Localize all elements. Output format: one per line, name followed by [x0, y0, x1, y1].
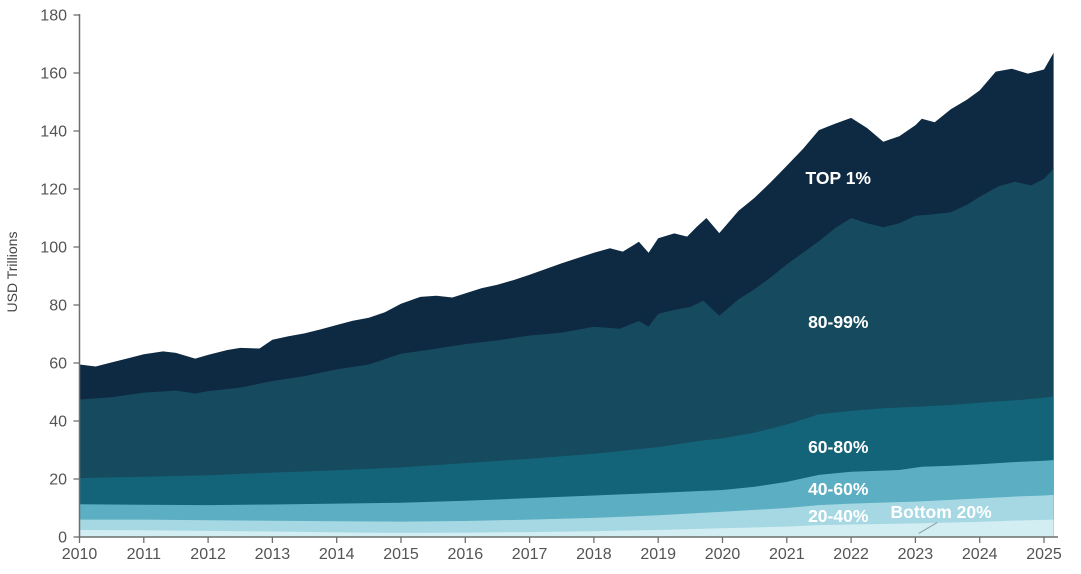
- x-tick-label: 2021: [769, 546, 805, 563]
- x-axis-tick-labels: 2010 2011 2012 2013 2014 2015 2016 2017 2018 2019…: [62, 546, 1062, 563]
- band-label-20-40: 20-40%: [808, 506, 869, 526]
- y-tick-label: 80: [49, 298, 67, 315]
- x-tick-label: 2013: [255, 546, 291, 563]
- band-label-40-60: 40-60%: [808, 479, 869, 499]
- y-tick-label: 160: [40, 66, 67, 83]
- x-tick-label: 2019: [640, 546, 676, 563]
- band-label-80-99: 80-99%: [808, 312, 869, 332]
- y-axis-tick-labels: 0 20 40 60 80 100 120 140 160 180: [40, 8, 67, 547]
- band-labels: TOP 1% 80-99% 60-80% 40-60% 20-40% Bottom 20%: [805, 168, 992, 526]
- y-tick-label: 120: [40, 182, 67, 199]
- area-bottom-20: [79, 519, 1054, 537]
- x-tick-label: 2018: [576, 546, 612, 563]
- band-label-bottom-20: Bottom 20%: [891, 502, 993, 522]
- x-tick-label: 2025: [1026, 546, 1062, 563]
- x-tick-label: 2024: [962, 546, 998, 563]
- bottom20-leader-line: [918, 521, 938, 535]
- x-tick-label: 2012: [190, 546, 226, 563]
- x-tick-label: 2011: [127, 546, 162, 563]
- y-axis-title: USD Trillions: [4, 232, 20, 313]
- y-tick-label: 60: [49, 356, 67, 373]
- x-tick-label: 2017: [512, 546, 548, 563]
- y-tick-label: 140: [40, 124, 67, 141]
- band-label-top-1: TOP 1%: [805, 168, 871, 188]
- leader-line: [918, 521, 938, 535]
- x-tick-label: 2015: [383, 546, 419, 563]
- stacked-areas: [79, 52, 1054, 537]
- x-tick-label: 2014: [319, 546, 355, 563]
- y-tick-label: 20: [49, 472, 67, 489]
- x-tick-label: 2023: [898, 546, 934, 563]
- y-tick-label: 40: [49, 414, 67, 431]
- x-tick-label: 2010: [62, 546, 98, 563]
- x-tick-label: 2020: [705, 546, 741, 563]
- y-axis-ticks: [73, 14, 80, 538]
- band-label-60-80: 60-80%: [808, 437, 869, 457]
- y-tick-label: 0: [58, 530, 67, 547]
- x-tick-label: 2016: [448, 546, 484, 563]
- x-tick-label: 2022: [833, 546, 869, 563]
- y-tick-label: 100: [40, 240, 67, 257]
- y-tick-label: 180: [40, 8, 67, 25]
- x-axis-ticks: [78, 537, 1045, 543]
